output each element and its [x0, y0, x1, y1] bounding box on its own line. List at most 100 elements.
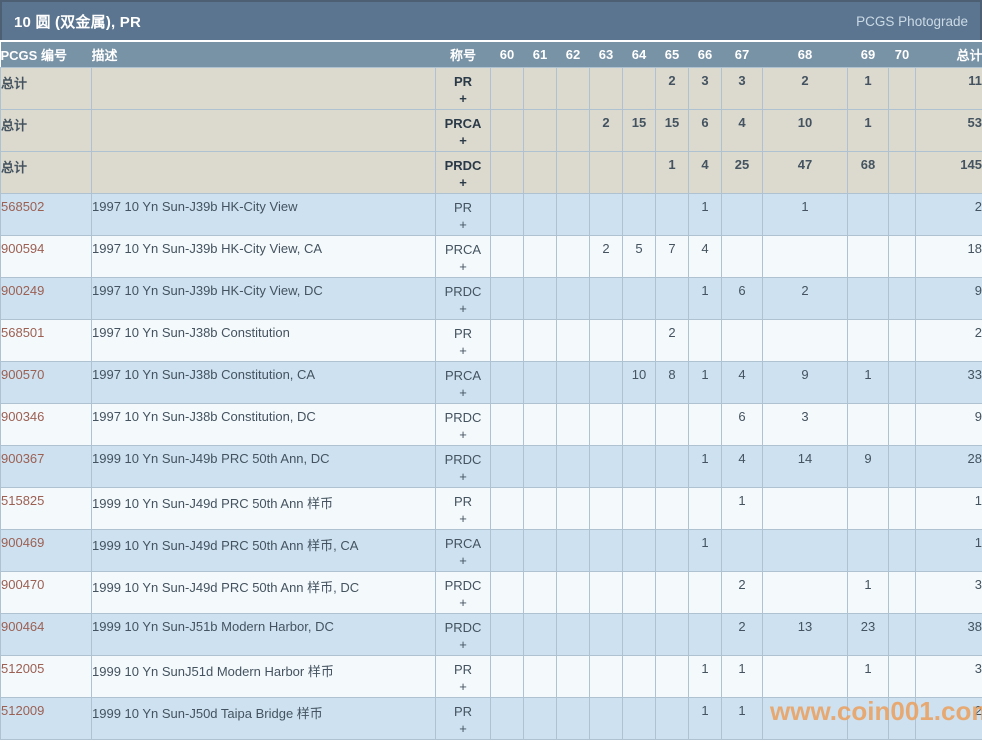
grade-count-61	[523, 655, 557, 698]
grade-count-64	[622, 403, 656, 446]
grade-count-62	[556, 613, 590, 656]
pcgs-number-link[interactable]: 568501	[1, 325, 45, 340]
grade-count-62	[556, 361, 590, 404]
grade-count-70	[888, 445, 916, 488]
pcgs-number-link[interactable]: 900570	[1, 367, 45, 382]
pcgs-number-link[interactable]: 512005	[1, 661, 45, 676]
grade-count-64	[622, 319, 656, 362]
grade-count-60	[490, 277, 524, 320]
designation-label: PRCA	[444, 368, 482, 383]
grade-count-68	[762, 529, 848, 572]
grade-count-61	[523, 403, 557, 446]
grade-count-65	[655, 403, 689, 446]
grade-count-63	[589, 151, 623, 194]
grade-count-69: 9	[847, 445, 889, 488]
row-total-count: 2	[915, 319, 982, 362]
grade-count-65	[655, 277, 689, 320]
designation-label: PRDC	[444, 284, 482, 299]
grade-count-64	[622, 613, 656, 656]
grade-count-68: 10	[762, 109, 848, 152]
column-header-description: 描述	[91, 42, 436, 68]
grade-count-62	[556, 529, 590, 572]
grade-count-63	[589, 529, 623, 572]
grade-count-70	[888, 109, 916, 152]
grade-count-68	[762, 487, 848, 530]
grade-count-62	[556, 235, 590, 278]
table-row: 900470 1999 10 Yn Sun-J49d PRC 50th Ann 样…	[0, 571, 982, 614]
designation-plus: +	[459, 133, 467, 148]
grade-count-69	[847, 319, 889, 362]
grade-count-65: 15	[655, 109, 689, 152]
grade-count-64: 15	[622, 109, 656, 152]
total-row: 总计 PR +2 3 3 2 1 11	[0, 67, 982, 110]
column-header-grade-63: 63	[589, 42, 623, 68]
grade-count-66: 4	[688, 151, 722, 194]
designation-label: PR	[453, 326, 473, 341]
pcgs-number-link[interactable]: 512009	[1, 703, 45, 718]
grade-count-62	[556, 403, 590, 446]
table-row: 900346 1997 10 Yn Sun-J38b Constitution, …	[0, 403, 982, 446]
page-title: 10 圆 (双金属), PR	[14, 13, 141, 31]
designation-label: PRCA	[444, 536, 482, 551]
grade-count-68: 47	[762, 151, 848, 194]
grade-count-61	[523, 361, 557, 404]
grade-count-66: 6	[688, 109, 722, 152]
grade-count-69: 68	[847, 151, 889, 194]
pcgs-number-link[interactable]: 515825	[1, 493, 45, 508]
grade-count-67	[721, 235, 763, 278]
title-bar: 10 圆 (双金属), PR PCGS Photograde	[0, 0, 982, 40]
pcgs-photograde-link[interactable]: PCGS Photograde	[856, 13, 968, 29]
grade-count-61	[523, 319, 557, 362]
grade-count-60	[490, 193, 524, 236]
table-row: 515825 1999 10 Yn Sun-J49d PRC 50th Ann 样…	[0, 487, 982, 530]
grade-count-60	[490, 445, 524, 488]
table-row: 900249 1997 10 Yn Sun-J39b HK-City View, …	[0, 277, 982, 320]
grade-count-66: 1	[688, 277, 722, 320]
table-row: 568501 1997 10 Yn Sun-J38b Constitution PR…	[0, 319, 982, 362]
grade-count-64	[622, 697, 656, 740]
designation-cell: PR +	[435, 655, 491, 698]
pcgs-number-link[interactable]: 900249	[1, 283, 45, 298]
column-header-grade-60: 60	[490, 42, 524, 68]
pcgs-number-link[interactable]: 900367	[1, 451, 45, 466]
grade-count-61	[523, 445, 557, 488]
grade-count-68: 2	[762, 67, 848, 110]
pcgs-number-link[interactable]: 568502	[1, 199, 45, 214]
coin-description: 1997 10 Yn Sun-J39b HK-City View, DC	[91, 277, 436, 320]
grade-count-64: 10	[622, 361, 656, 404]
grade-count-65: 2	[655, 67, 689, 110]
coin-description: 1999 10 Yn Sun-J51b Modern Harbor, DC	[91, 613, 436, 656]
grade-count-69	[847, 403, 889, 446]
designation-label: PRCA	[444, 116, 482, 131]
grade-count-62	[556, 487, 590, 530]
pcgs-number-link[interactable]: 900469	[1, 535, 45, 550]
grade-count-65	[655, 571, 689, 614]
pcgs-number-link[interactable]: 900464	[1, 619, 45, 634]
grade-count-66	[688, 487, 722, 530]
grade-count-69: 1	[847, 571, 889, 614]
grade-count-61	[523, 67, 557, 110]
grade-count-67: 1	[721, 487, 763, 530]
column-header-grade-65: 65	[655, 42, 689, 68]
grade-count-67: 2	[721, 571, 763, 614]
pcgs-number-cell: 900469	[0, 529, 92, 572]
table-row: 512009 1999 10 Yn Sun-J50d Taipa Bridge 样…	[0, 697, 982, 740]
table-body: 总计 PR +2 3 3 2 1 11 总计 PRCA +2 15 15 6 4 10 1 53 总计 PRDC +1 4…	[0, 67, 982, 740]
row-total-count: 38	[915, 613, 982, 656]
grade-count-62	[556, 697, 590, 740]
row-total-count: 2	[915, 193, 982, 236]
column-header-grade-66: 66	[688, 42, 722, 68]
grade-count-62	[556, 151, 590, 194]
pcgs-number-cell: 900346	[0, 403, 92, 446]
pcgs-number-link[interactable]: 900470	[1, 577, 45, 592]
grade-count-67: 4	[721, 445, 763, 488]
column-header-grade-62: 62	[556, 42, 590, 68]
grade-count-64	[622, 655, 656, 698]
grade-count-70	[888, 151, 916, 194]
designation-cell: PRDC +	[435, 613, 491, 656]
grade-count-65: 1	[655, 151, 689, 194]
pcgs-number-link[interactable]: 900594	[1, 241, 45, 256]
pcgs-number-link[interactable]: 900346	[1, 409, 45, 424]
grade-count-61	[523, 529, 557, 572]
pcgs-number-cell: 900367	[0, 445, 92, 488]
